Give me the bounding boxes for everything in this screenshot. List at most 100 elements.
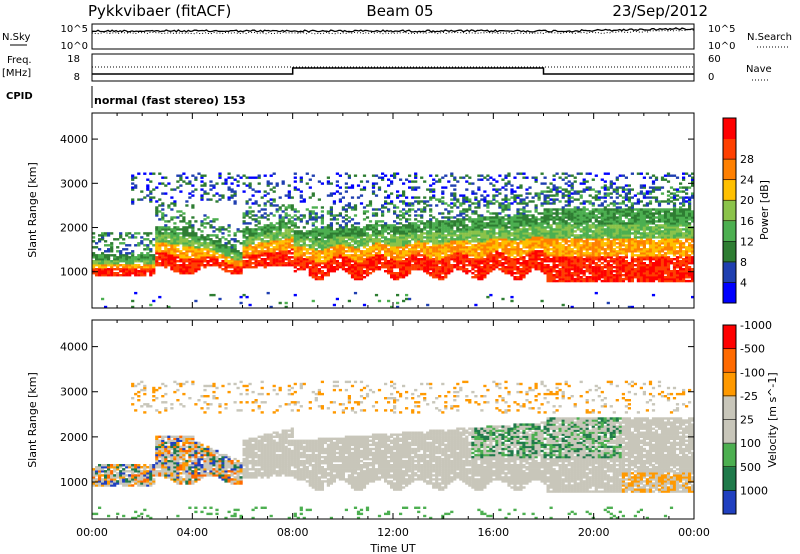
- power-cell: [429, 220, 433, 223]
- power-cell: [552, 236, 556, 239]
- power-cell: [525, 196, 529, 199]
- power-cell: [465, 252, 469, 255]
- power-cell: [356, 196, 361, 199]
- power-cell: [525, 214, 529, 217]
- power-cell: [377, 244, 382, 247]
- power-cell: [317, 270, 321, 273]
- power-cell: [248, 252, 252, 255]
- power-cell: [254, 254, 258, 257]
- power-cell: [498, 222, 502, 225]
- power-cell: [567, 226, 571, 229]
- power-cell: [179, 184, 183, 187]
- power-cell: [377, 268, 382, 271]
- power-cell: [489, 218, 493, 221]
- power-cell: [230, 238, 234, 241]
- power-cell: [432, 216, 436, 219]
- power-cell: [483, 240, 487, 243]
- power-cell: [251, 210, 255, 213]
- power-cell: [387, 208, 391, 211]
- power-cell: [350, 276, 355, 279]
- power-cell: [579, 240, 583, 243]
- power-cell: [414, 232, 418, 235]
- power-cell: [381, 210, 385, 213]
- power-cell: [477, 248, 481, 251]
- power-cell: [402, 250, 406, 253]
- power-cell: [468, 234, 472, 237]
- power-cell: [423, 224, 427, 227]
- power-cell: [368, 268, 373, 271]
- power-cell: [537, 252, 541, 255]
- power-cell: [194, 262, 198, 265]
- power-cell: [549, 212, 553, 215]
- power-cell: [230, 176, 234, 179]
- power-cell: [278, 214, 282, 217]
- power-cell: [173, 234, 177, 237]
- power-cell: [381, 204, 385, 207]
- power-cell: [510, 254, 514, 257]
- power-cell: [534, 264, 538, 267]
- power-cell: [450, 270, 454, 273]
- power-cell: [552, 186, 556, 189]
- power-cell: [396, 172, 400, 175]
- power-cell: [341, 226, 345, 229]
- power-cell: [555, 276, 559, 279]
- power-cell: [522, 202, 526, 205]
- power-cell: [537, 244, 541, 247]
- power-cell: [447, 254, 451, 257]
- power-cell: [311, 246, 315, 249]
- power-cell: [320, 238, 324, 241]
- power-cell: [579, 266, 583, 269]
- power-cell: [501, 224, 505, 227]
- power-cell: [420, 254, 424, 257]
- power-cell: [600, 246, 604, 249]
- power-cell: [212, 258, 216, 261]
- power-cell: [251, 242, 255, 245]
- power-cell: [329, 264, 333, 267]
- power-cell: [471, 260, 475, 263]
- power-cell: [107, 262, 111, 265]
- power-cell: [176, 238, 180, 241]
- power-cell: [260, 230, 264, 233]
- power-cell: [462, 260, 466, 263]
- power-cell: [284, 238, 288, 241]
- power-cell: [492, 248, 496, 251]
- power-cell: [552, 218, 556, 221]
- power-cell: [486, 206, 490, 209]
- power-cell: [510, 274, 514, 277]
- power-cell: [534, 224, 538, 227]
- power-cell: [546, 264, 550, 267]
- power-cell: [441, 246, 445, 249]
- power-cell: [320, 214, 324, 217]
- power-cell: [423, 270, 427, 273]
- power-cell: [155, 210, 159, 213]
- power-cell: [531, 230, 535, 233]
- power-cell: [311, 230, 315, 233]
- power-cell: [597, 244, 601, 247]
- power-cell: [320, 260, 324, 263]
- power-cell: [435, 264, 439, 267]
- power-cell: [167, 242, 171, 245]
- power-cell: [405, 202, 409, 205]
- power-cell: [257, 226, 261, 229]
- power-cell: [558, 224, 562, 227]
- power-cell: [468, 204, 472, 207]
- power-cell: [483, 226, 487, 229]
- power-cell: [534, 228, 538, 231]
- power-cell: [191, 262, 195, 265]
- power-cell: [441, 212, 445, 215]
- power-cell: [278, 264, 282, 267]
- power-cell: [209, 244, 213, 247]
- power-cell: [567, 264, 571, 267]
- power-cell: [152, 258, 156, 261]
- power-cell: [161, 228, 165, 231]
- power-cell: [188, 260, 192, 263]
- power-cell: [161, 258, 165, 261]
- power-cell: [585, 248, 589, 251]
- power-cell: [390, 238, 394, 241]
- power-cell: [546, 258, 550, 261]
- power-cell: [519, 264, 523, 267]
- power-cell: [561, 260, 565, 263]
- power-cell: [453, 240, 457, 243]
- power-cell: [362, 262, 367, 265]
- power-cell: [585, 252, 589, 255]
